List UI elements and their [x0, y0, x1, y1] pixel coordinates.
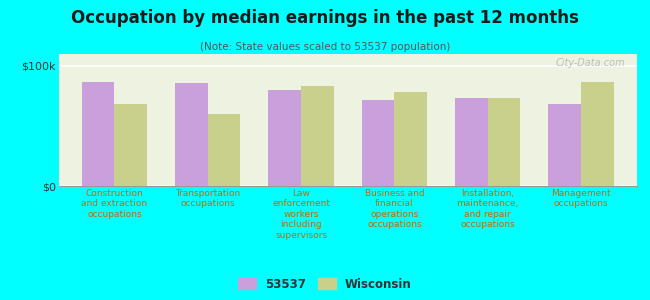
Bar [175, 83, 208, 186]
Bar [395, 92, 427, 186]
Bar [208, 114, 240, 186]
Bar [82, 82, 114, 186]
Text: Occupation by median earnings in the past 12 months: Occupation by median earnings in the pas… [71, 9, 579, 27]
Bar [268, 90, 301, 186]
Text: Construction
and extraction
occupations: Construction and extraction occupations [81, 189, 148, 219]
Bar [455, 98, 488, 186]
Bar [581, 82, 614, 186]
Text: (Note: State values scaled to 53537 population): (Note: State values scaled to 53537 popu… [200, 42, 450, 52]
Bar [362, 100, 395, 186]
Text: City-Data.com: City-Data.com [556, 58, 625, 68]
Bar [301, 86, 333, 186]
Legend: 53537, Wisconsin: 53537, Wisconsin [235, 274, 415, 294]
Text: Management
occupations: Management occupations [551, 189, 611, 208]
Text: Business and
financial
operations
occupations: Business and financial operations occupa… [365, 189, 424, 229]
Bar [549, 104, 581, 186]
Text: Law
enforcement
workers
including
supervisors: Law enforcement workers including superv… [272, 189, 330, 240]
Bar [488, 98, 521, 186]
Text: Installation,
maintenance,
and repair
occupations: Installation, maintenance, and repair oc… [456, 189, 519, 229]
Text: Transportation
occupations: Transportation occupations [175, 189, 240, 208]
Bar [114, 104, 147, 186]
